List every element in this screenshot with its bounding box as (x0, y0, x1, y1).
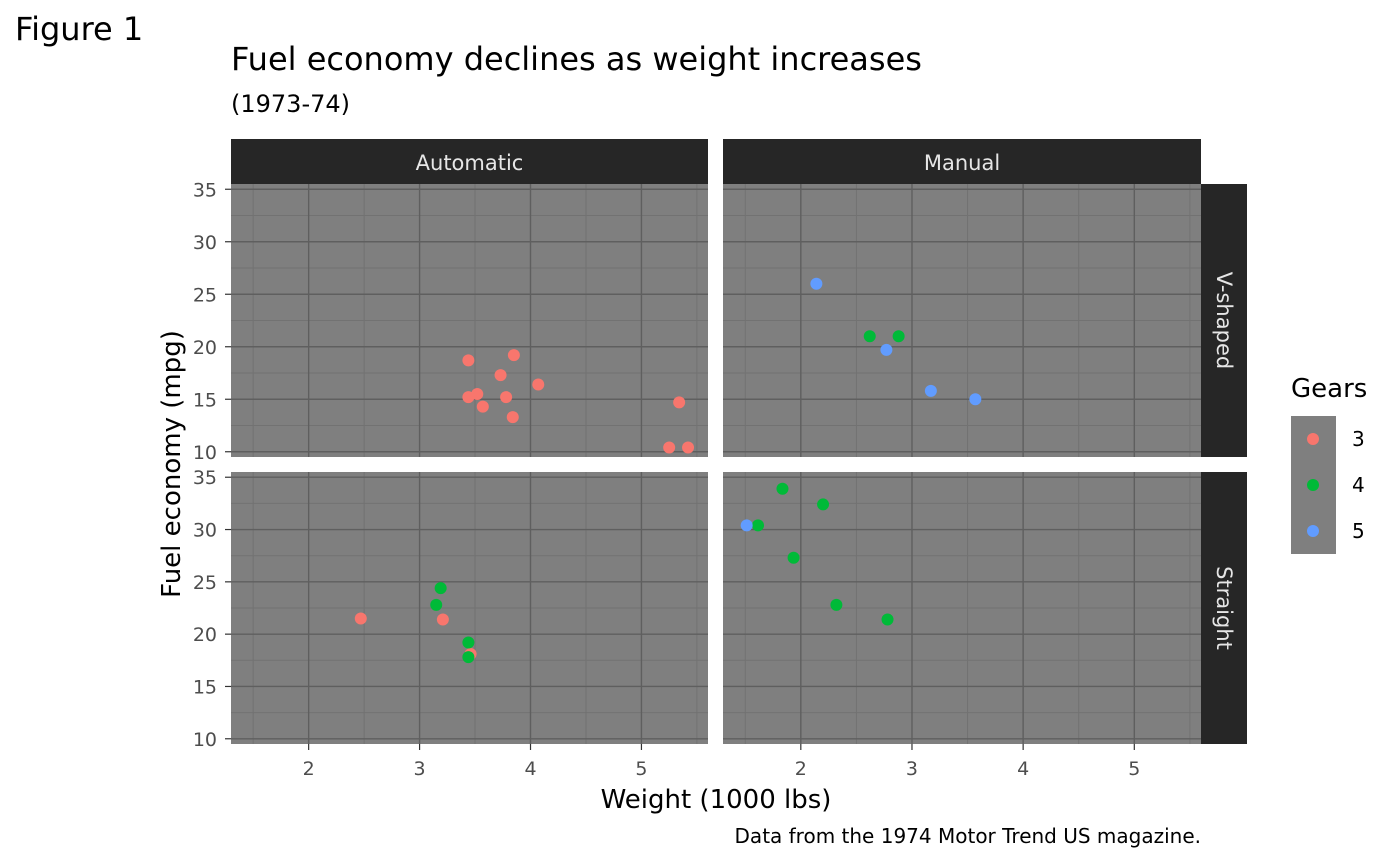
facet-strip-row (1201, 472, 1247, 744)
x-tick-label: 5 (1128, 758, 1140, 780)
data-point-gear-3 (354, 612, 367, 625)
data-point-gear-3 (663, 441, 676, 454)
data-point-gear-4 (863, 330, 876, 343)
y-tick-label: 20 (193, 624, 217, 646)
data-point-gear-4 (776, 482, 789, 495)
legend-label: 3 (1352, 427, 1365, 451)
data-point-gear-3 (494, 369, 507, 382)
data-point-gear-5 (740, 519, 753, 532)
y-tick-label: 35 (193, 179, 217, 201)
data-point-gear-3 (506, 411, 519, 424)
data-point-gear-4 (430, 598, 443, 611)
data-point-gear-3 (507, 349, 520, 362)
data-point-gear-5 (924, 384, 937, 397)
y-tick-label: 15 (193, 389, 217, 411)
data-point-gear-4 (830, 598, 843, 611)
data-point-gear-3 (532, 378, 545, 391)
data-point-gear-4 (881, 613, 894, 626)
legend-key-gear-4 (1307, 479, 1319, 491)
legend-label: 5 (1352, 519, 1365, 543)
data-point-gear-5 (969, 393, 982, 406)
legend-key-gear-5 (1307, 525, 1319, 537)
x-tick-label: 3 (414, 758, 426, 780)
data-point-gear-4 (462, 636, 475, 649)
facet-strip-label: Automatic (416, 151, 524, 175)
data-point-gear-3 (500, 391, 513, 404)
data-point-gear-3 (673, 396, 686, 409)
data-point-gear-4 (892, 330, 905, 343)
legend-key-gear-3 (1307, 433, 1319, 445)
facet-strip-label: Manual (924, 151, 1000, 175)
data-point-gear-5 (880, 343, 893, 356)
x-axis-title: Weight (1000 lbs) (601, 785, 832, 815)
chart-caption: Data from the 1974 Motor Trend US magazi… (734, 824, 1201, 848)
chart-title: Fuel economy declines as weight increase… (231, 40, 922, 78)
data-point-gear-4 (434, 582, 447, 595)
x-tick-label: 4 (524, 758, 536, 780)
data-point-gear-4 (752, 519, 765, 532)
facet-strip-column (723, 139, 1201, 184)
y-tick-label: 25 (193, 572, 217, 594)
data-point-gear-4 (787, 551, 800, 564)
data-point-gear-4 (462, 651, 475, 664)
data-point-gear-3 (462, 391, 475, 404)
x-tick-label: 5 (635, 758, 647, 780)
x-tick-label: 2 (795, 758, 807, 780)
x-tick-label: 2 (303, 758, 315, 780)
facet-strip-row (1201, 184, 1247, 457)
y-tick-label: 10 (193, 442, 217, 464)
data-point-gear-5 (810, 277, 823, 290)
y-tick-label: 15 (193, 676, 217, 698)
x-tick-label: 3 (906, 758, 918, 780)
y-tick-label: 10 (193, 729, 217, 751)
data-point-gear-4 (817, 498, 830, 511)
data-point-gear-3 (682, 441, 695, 454)
y-tick-label: 20 (193, 337, 217, 359)
facet-strip-label: Straight (1212, 566, 1236, 650)
data-point-gear-3 (436, 613, 449, 626)
data-point-gear-3 (476, 400, 489, 413)
y-tick-label: 30 (193, 232, 217, 254)
x-tick-label: 4 (1017, 758, 1029, 780)
facet-strip-column (231, 139, 708, 184)
legend-title: Gears (1291, 374, 1367, 404)
facet-strip-label: V-shaped (1212, 272, 1236, 369)
y-tick-label: 30 (193, 520, 217, 542)
y-tick-label: 35 (193, 467, 217, 489)
y-tick-label: 25 (193, 284, 217, 306)
y-axis-title: Fuel economy (mpg) (157, 330, 187, 598)
data-point-gear-3 (462, 354, 475, 367)
chart-subtitle: (1973-74) (231, 90, 351, 118)
legend-label: 4 (1352, 473, 1365, 497)
figure-label: Figure 1 (15, 10, 144, 48)
